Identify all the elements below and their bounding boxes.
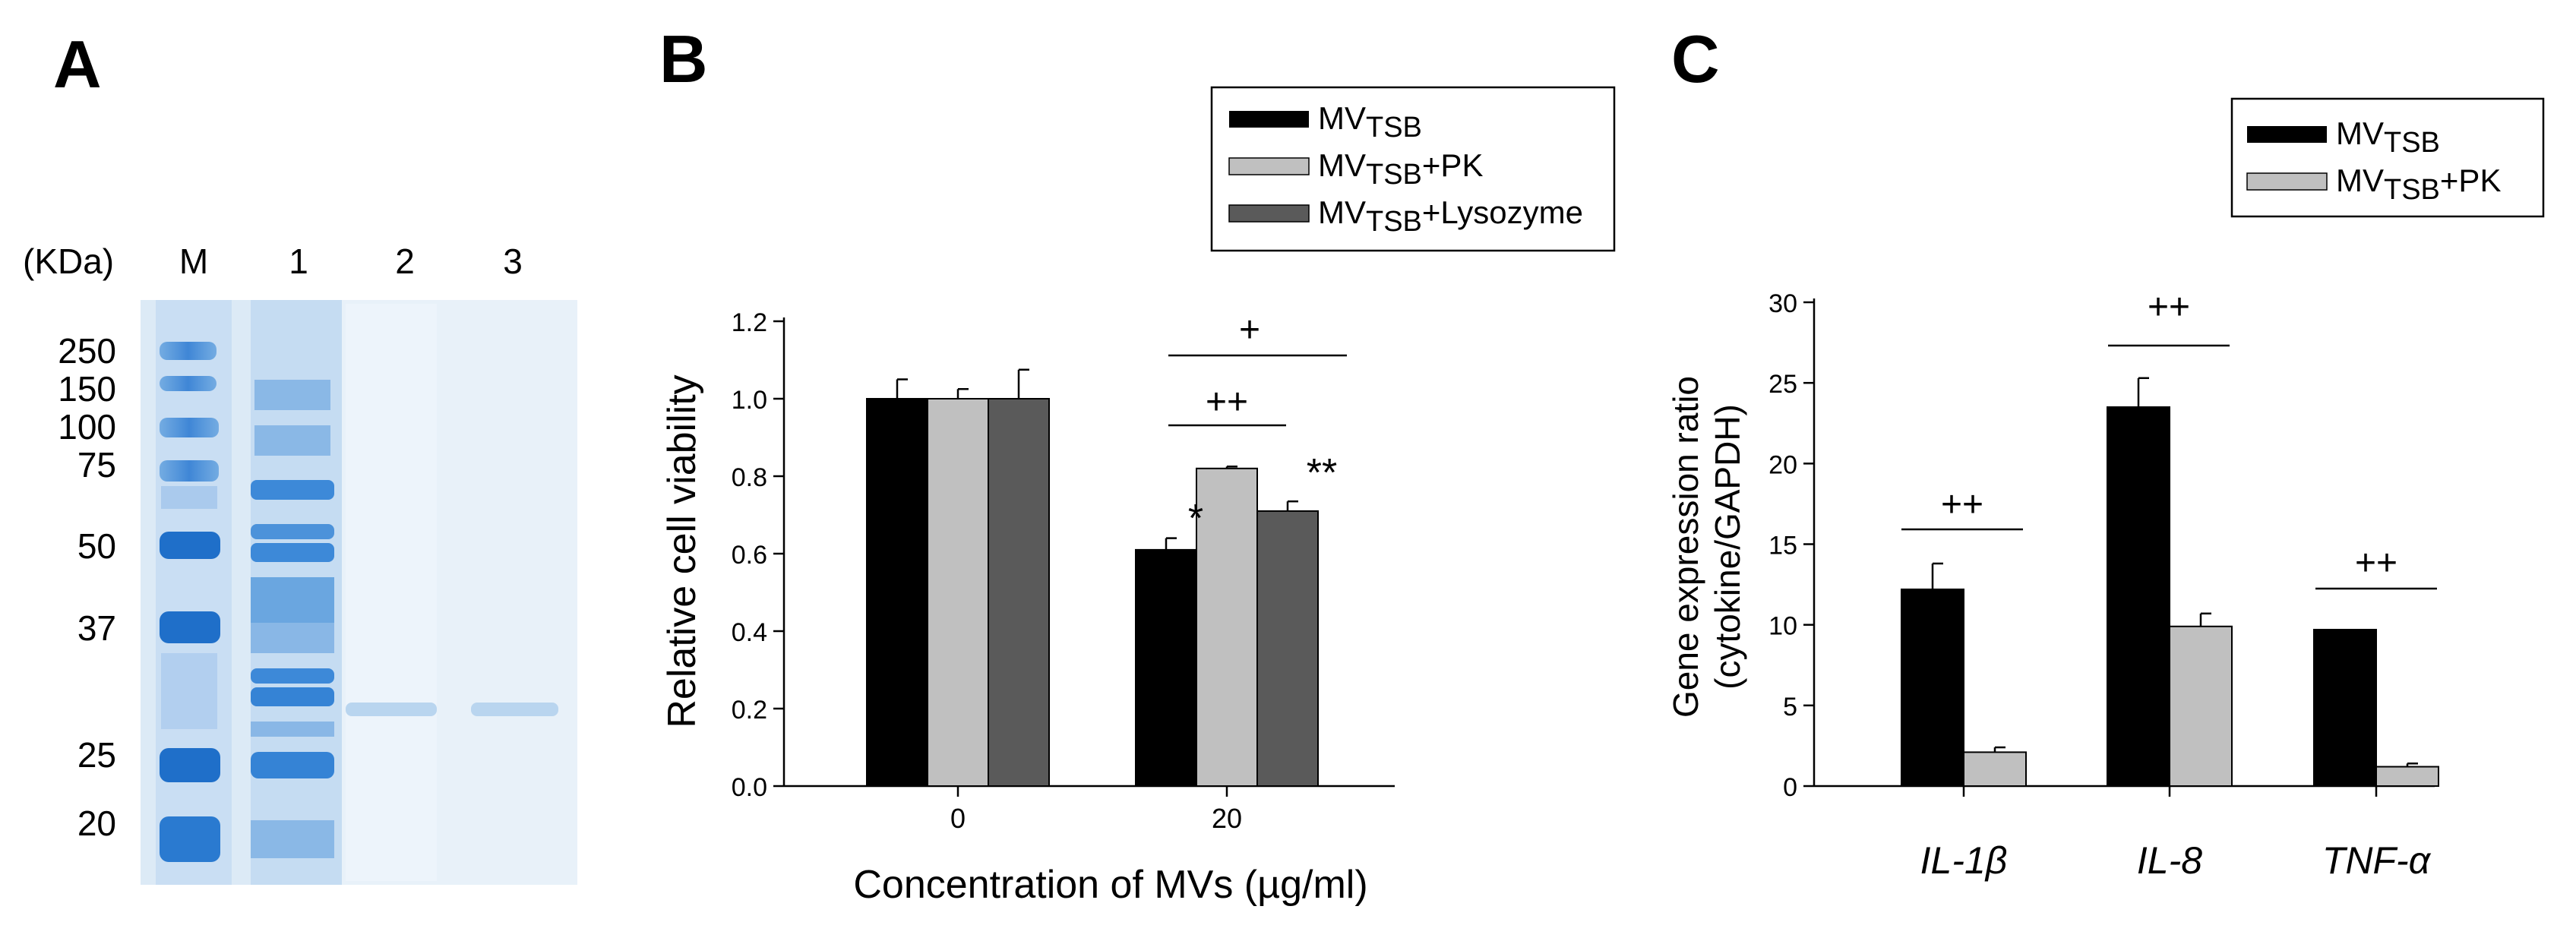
marker-37: 37 (77, 608, 116, 648)
legend-b-swatch-pk (1228, 157, 1310, 175)
bar (1256, 510, 1319, 788)
lane-label-1: 1 (289, 242, 308, 281)
legend-c-swatch-mv (2247, 126, 2327, 143)
x-tick-label: 20 (1212, 803, 1242, 834)
legend-c-label-pk: MVTSB+PK (2336, 163, 2501, 206)
panel-c-y-ticks: 0 5 10 15 20 25 30 (1768, 289, 1814, 802)
y-tick-label: 0.4 (732, 618, 767, 647)
panel-b-x-label: Concentration of MVs (µg/ml) (853, 863, 1367, 907)
bar (988, 398, 1050, 787)
y-tick-label: 25 (1768, 370, 1797, 399)
panel-c-y-label-line1: Gene expression ratio (1666, 376, 1705, 718)
x-tick-label: IL-8 (2137, 839, 2202, 882)
y-tick-label: 0.8 (732, 463, 767, 492)
marker-150: 150 (58, 369, 116, 409)
bar (927, 398, 989, 787)
marker-lane (156, 300, 232, 885)
panel-c-bars (1901, 377, 2439, 788)
legend-c-label-mv: MVTSB (2336, 115, 2440, 159)
x-tick-label: IL-1β (1920, 839, 2008, 882)
y-tick-label: 0.0 (732, 773, 767, 802)
marker-25: 25 (77, 735, 116, 775)
y-tick-label: 15 (1768, 532, 1797, 560)
x-tick-label: 0 (950, 803, 966, 834)
bar (1135, 548, 1197, 788)
panel-b: B MVTSB MVTSB+PK MVTSB+Lysozyme 0.00.20.… (659, 21, 1616, 907)
panel-b-sig-pk: ++ (1206, 382, 1248, 422)
panel-b-y-ticks: 0.0 0.2 0.4 0.6 0.8 1.0 1.2 (732, 308, 784, 802)
y-tick-label: 1.0 (732, 386, 767, 415)
lane-2-band (346, 703, 437, 716)
marker-100: 100 (58, 407, 116, 447)
bar (1963, 751, 2027, 787)
marker-250: 250 (58, 331, 116, 371)
bar (1901, 588, 1964, 787)
panel-b-star-mv: * (1188, 497, 1203, 541)
y-tick-label: 30 (1768, 289, 1797, 318)
panel-b-label: B (659, 21, 708, 96)
marker-50: 50 (77, 526, 116, 566)
y-tick-label: 10 (1768, 612, 1797, 641)
legend-c-swatch-pk (2246, 172, 2328, 191)
bar (1196, 467, 1258, 787)
panel-c-sig-tnf: ++ (2355, 543, 2397, 583)
y-tick-label: 1.2 (732, 308, 767, 337)
y-tick-label: 0.2 (732, 696, 767, 725)
lane-label-2: 2 (395, 242, 415, 281)
legend-b-label-pk: MVTSB+PK (1318, 147, 1483, 191)
panel-c-legend: MVTSB MVTSB+PK (2230, 97, 2545, 218)
bar (2107, 406, 2170, 787)
panel-a: A (KDa) M 1 2 3 (23, 27, 577, 885)
panel-c-y-label-line2: (cytokine/GAPDH) (1708, 404, 1747, 690)
legend-b-swatch-mv (1229, 111, 1309, 128)
panel-b-legend: MVTSB MVTSB+PK MVTSB+Lysozyme (1210, 86, 1616, 252)
lane-label-3: 3 (503, 242, 523, 281)
bar (866, 398, 928, 787)
lane-1 (251, 300, 342, 885)
bar (2375, 766, 2439, 788)
bar (2313, 629, 2377, 788)
panel-a-label: A (53, 27, 102, 102)
bar (2169, 625, 2233, 787)
legend-b-swatch-lys (1228, 204, 1310, 223)
panel-b-sig-lys: + (1239, 310, 1260, 350)
y-tick-label: 20 (1768, 450, 1797, 479)
kda-label: (KDa) (23, 242, 114, 281)
lane-label-m: M (179, 242, 208, 281)
panel-c-sig-il8: ++ (2148, 287, 2190, 327)
marker-75: 75 (77, 445, 116, 485)
y-tick-label: 5 (1783, 693, 1797, 722)
legend-b-label-lys: MVTSB+Lysozyme (1318, 194, 1583, 238)
panel-c: C MVTSB MVTSB+PK 0 5 10 15 20 25 30 IL-1β IL-8 T… (1666, 21, 2545, 882)
panel-c-sig-il1b: ++ (1941, 485, 1983, 525)
panel-c-label: C (1671, 21, 1720, 96)
y-tick-label: 0 (1783, 773, 1797, 802)
y-tick-label: 0.6 (732, 541, 767, 570)
panel-c-x-ticks: IL-1β IL-8 TNF-α (1920, 786, 2432, 882)
panel-b-bars (866, 368, 1319, 788)
panel-b-y-label: Relative cell viability (660, 374, 704, 728)
panel-b-star-lys: ** (1307, 451, 1337, 495)
x-tick-label: TNF-α (2322, 839, 2432, 882)
legend-b-label-mv: MVTSB (1318, 100, 1422, 144)
marker-20: 20 (77, 804, 116, 843)
panel-b-x-ticks: 0 20 (950, 786, 1242, 834)
lane-3-band (471, 703, 558, 716)
